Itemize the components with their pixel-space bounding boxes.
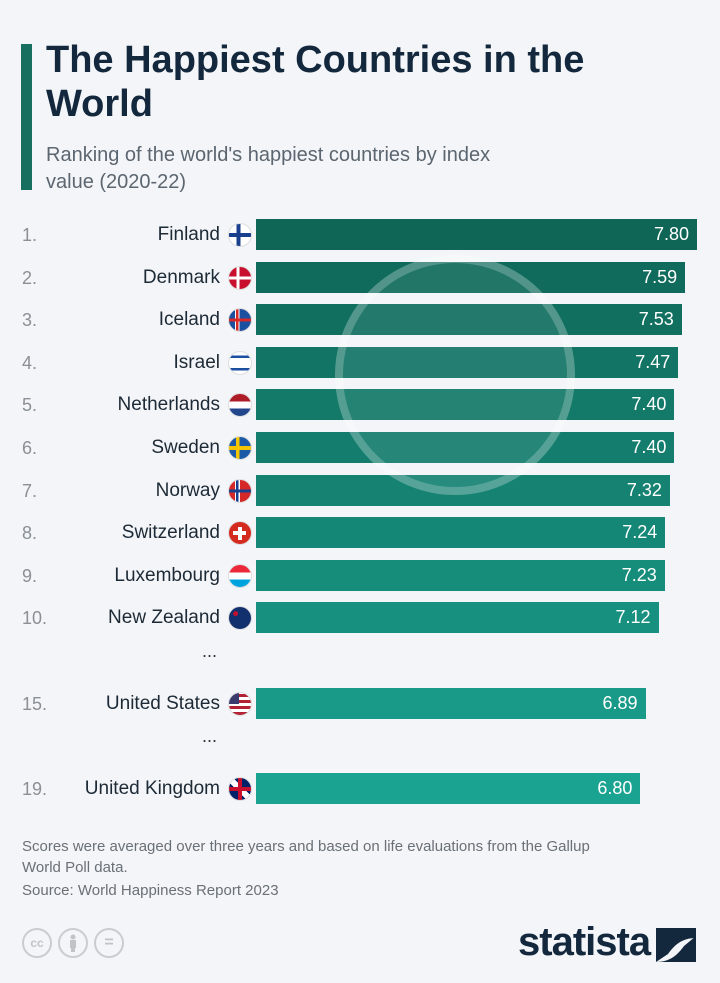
- new-zealand-flag-icon: [228, 606, 252, 631]
- value-label: 7.24: [622, 522, 658, 543]
- value-label: 7.32: [626, 479, 662, 500]
- country-label: Sweden: [151, 437, 220, 458]
- bar: 7.12: [256, 602, 659, 634]
- bar: 7.53: [256, 304, 682, 336]
- value-label: 6.89: [602, 692, 638, 713]
- value-label: 7.40: [631, 394, 667, 415]
- bar: 6.80: [256, 772, 641, 804]
- value-label: 7.12: [615, 607, 651, 628]
- country-label: United States: [105, 692, 220, 714]
- statista-logo-mark-icon: [656, 928, 696, 962]
- bar-row: 15. United States 6.89: [0, 687, 720, 720]
- bar: 7.80: [256, 219, 697, 250]
- bar-row: 5. Netherlands 7.40: [0, 389, 720, 421]
- luxembourg-flag-icon: [228, 563, 252, 588]
- finland-flag-icon: [228, 223, 252, 247]
- norway-flag-icon: [228, 478, 252, 503]
- no-derivatives-icon[interactable]: =: [94, 928, 124, 958]
- country-label: Luxembourg: [114, 564, 220, 586]
- rank-label: 9.: [22, 565, 38, 586]
- attribution-icon[interactable]: [58, 928, 88, 958]
- source: Source: World Happiness Report 2023: [22, 882, 279, 899]
- country-label: United Kingdom: [84, 777, 220, 799]
- switzerland-flag-icon: [228, 521, 252, 546]
- bar: 7.40: [256, 389, 675, 421]
- rank-label: 15.: [22, 693, 48, 714]
- bar: 6.89: [256, 687, 646, 719]
- ellipsis: ...: [202, 641, 218, 661]
- rank-label: 3.: [22, 310, 38, 331]
- ellipsis: ...: [202, 726, 218, 747]
- country-label: Finland: [157, 224, 220, 245]
- value-label: 7.47: [635, 351, 671, 372]
- value-label: 7.40: [631, 437, 667, 457]
- page-title: The Happiest Countries in the World: [46, 39, 585, 125]
- usa-flag-icon: [228, 691, 252, 716]
- bar-row: 10. New Zealand 7.12: [0, 602, 720, 634]
- rank-label: 10.: [22, 608, 48, 629]
- bar: 7.32: [256, 474, 670, 506]
- rank-label: 1.: [22, 225, 38, 245]
- value-label: 7.53: [638, 309, 674, 330]
- bar-row: 3. Iceland 7.53: [0, 304, 720, 336]
- bar: 7.24: [256, 517, 666, 549]
- bar-row: 7. Norway 7.32: [0, 474, 720, 507]
- country-label: Denmark: [142, 266, 220, 288]
- country-label: Switzerland: [121, 522, 220, 544]
- footnote: Scores were averaged over three years an…: [22, 838, 590, 876]
- netherlands-flag-icon: [228, 393, 252, 418]
- sweden-flag-icon: [228, 436, 252, 460]
- value-label: 7.59: [642, 266, 678, 287]
- value-label: 7.23: [621, 564, 657, 585]
- value-label: 6.80: [597, 777, 633, 798]
- subtitle: Ranking of the world's happiest countrie…: [46, 144, 491, 193]
- rank-label: 8.: [22, 523, 38, 544]
- rank-label: 19.: [22, 778, 48, 799]
- country-label: New Zealand: [108, 607, 220, 629]
- iceland-flag-icon: [228, 308, 252, 333]
- bar: 7.59: [256, 261, 686, 293]
- rank-label: 4.: [22, 352, 38, 373]
- country-label: Norway: [155, 479, 220, 501]
- rank-label: 7.: [22, 480, 38, 501]
- cc-icon[interactable]: cc: [22, 928, 52, 958]
- title-accent-bar: [21, 44, 32, 190]
- value-label: 7.80: [653, 224, 689, 244]
- country-label: Netherlands: [117, 394, 220, 416]
- bar-row: 9. Luxembourg 7.23: [0, 559, 720, 592]
- country-label: Israel: [173, 351, 220, 373]
- bar: 7.23: [256, 559, 665, 591]
- denmark-flag-icon: [228, 265, 252, 290]
- bar: 7.40: [256, 432, 675, 463]
- bar-row: 2. Denmark 7.59: [0, 261, 720, 294]
- country-label: Iceland: [158, 309, 220, 331]
- statista-logo[interactable]: statista: [518, 920, 651, 964]
- bar-row: 6. Sweden 7.40: [0, 432, 720, 464]
- rank-label: 5.: [22, 395, 38, 416]
- bar-row: 19. United Kingdom 6.80: [0, 772, 720, 805]
- bar: 7.47: [256, 346, 679, 378]
- bar-row: 8. Switzerland 7.24: [0, 517, 720, 549]
- bar-row: 1. Finland 7.80: [0, 219, 720, 251]
- israel-flag-icon: [228, 350, 252, 375]
- rank-label: 2.: [22, 267, 38, 288]
- rank-label: 6.: [22, 438, 38, 458]
- bar-row: 4. Israel 7.47: [0, 346, 720, 379]
- uk-flag-icon: [228, 776, 252, 801]
